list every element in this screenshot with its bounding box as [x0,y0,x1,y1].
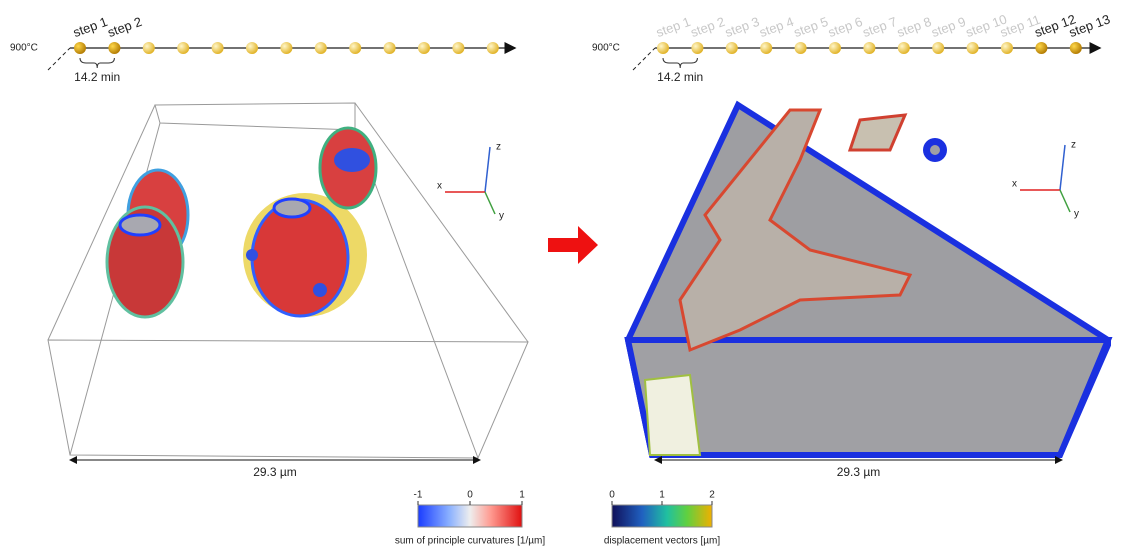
step-label: step 4 [757,14,795,40]
colorbar-tick-label: 0 [467,490,473,501]
step-marker [967,42,979,54]
step-marker [108,42,120,54]
step-marker [177,42,189,54]
step-marker [384,42,396,54]
scale-label: 29.3 µm [253,465,297,479]
step-marker [1070,42,1082,54]
step-label: step 5 [792,14,830,40]
step-marker [829,42,841,54]
step-marker [487,42,499,54]
axis-y [485,192,495,214]
colorbar-tick-label: 2 [709,490,715,501]
scale-label: 29.3 µm [837,465,881,479]
colorbar-tick-label: 1 [519,490,525,501]
temperature: 900°C [10,43,38,54]
figure: sum of principle curvatures [1/µm] displ… [0,0,1121,550]
step-marker [760,42,772,54]
axis-z [1060,145,1065,190]
timeline-lead [633,48,655,70]
step-marker [280,42,292,54]
step-marker [452,42,464,54]
step-marker [863,42,875,54]
axis-label: z [1071,140,1076,151]
axis-label: z [496,142,501,153]
transition-arrow [548,226,598,264]
step-marker [246,42,258,54]
colorbar [418,505,522,527]
colorbar-label: displacement vectors [µm] [604,536,721,547]
step-label: step 2 [688,14,726,40]
colorbar-tick-label: -1 [414,490,423,501]
step-marker [315,42,327,54]
interval: 14.2 min [74,70,120,84]
step-marker [349,42,361,54]
step-label: step 1 [654,14,692,40]
axis-y [1060,190,1070,212]
step-marker [691,42,703,54]
colorbar-label: sum of principle curvatures [1/µm] [395,536,545,547]
step-marker [74,42,86,54]
colorbar [612,505,712,527]
axis-label: y [1074,209,1079,220]
colorbar-tick-label: 0 [609,490,615,501]
step-marker [898,42,910,54]
step-marker [212,42,224,54]
axis-z [485,147,490,192]
step-label: step 2 [105,14,143,40]
axis-label: y [499,211,504,222]
axis-label: x [1012,179,1017,190]
grains-left [107,128,376,317]
step-label: step 1 [71,14,109,40]
step-marker [657,42,669,54]
step-marker [932,42,944,54]
right-volume [628,105,1108,455]
axis-label: x [437,181,442,192]
step-marker [143,42,155,54]
interval-brace [80,58,114,68]
interval: 14.2 min [657,70,703,84]
step-marker [726,42,738,54]
step-label: step 9 [929,14,967,40]
interval-brace [663,58,697,68]
step-label: step 3 [723,14,761,40]
timeline-lead [48,48,70,70]
step-marker [1001,42,1013,54]
step-marker [418,42,430,54]
colorbar-tick-label: 1 [659,490,665,501]
step-label: step 6 [826,14,864,40]
step-marker [795,42,807,54]
step-label: step 8 [895,14,933,40]
step-marker [1035,42,1047,54]
step-label: step 7 [860,14,898,40]
temperature: 900°C [592,43,620,54]
